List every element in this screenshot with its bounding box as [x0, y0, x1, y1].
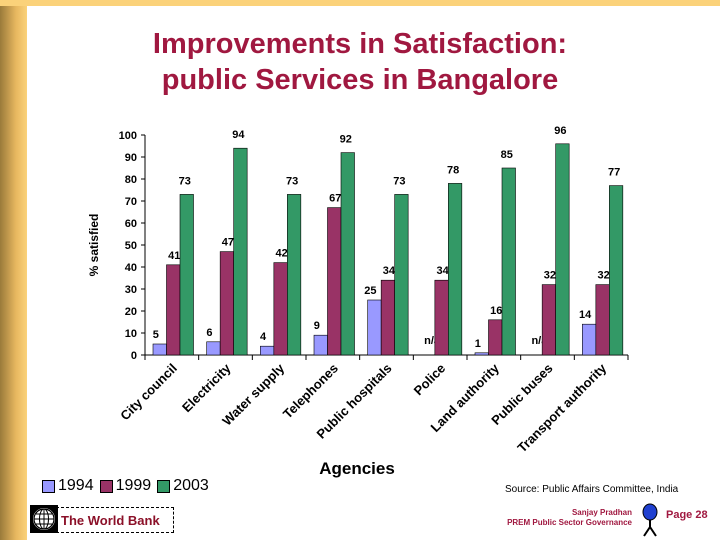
data-label: 14	[579, 309, 592, 321]
bar-1999	[327, 207, 342, 356]
bar-2003	[609, 185, 624, 356]
data-label: 94	[232, 129, 245, 141]
bar-1994	[260, 345, 275, 356]
bar-1999	[541, 284, 556, 356]
data-label: 73	[179, 175, 191, 187]
bar-1999	[273, 262, 288, 356]
bar-1994	[582, 323, 597, 356]
y-tick-label: 100	[119, 130, 137, 142]
bar-1994	[313, 334, 328, 356]
world-bank-logo: The World Bank	[30, 505, 174, 533]
slide-title: Improvements in Satisfaction: public Ser…	[60, 26, 660, 98]
author-block: Sanjay Pradhan PREM Public Sector Govern…	[470, 508, 632, 528]
bar-2003	[340, 152, 355, 356]
bar-2003	[394, 194, 409, 356]
data-label: 25	[364, 285, 376, 297]
bar-1994	[206, 341, 221, 356]
x-category-label: Police	[411, 361, 449, 399]
bar-2003	[501, 167, 516, 356]
bar-1999	[219, 251, 234, 356]
data-label: 85	[501, 149, 513, 161]
data-label: 47	[222, 237, 234, 249]
x-category-label: Transport authority	[514, 360, 609, 455]
left-decorative-bar	[0, 0, 27, 540]
data-label: 6	[206, 327, 212, 339]
bar-1999	[595, 284, 610, 356]
bar-2003	[179, 194, 194, 356]
x-category-label: Electricity	[179, 360, 234, 415]
y-axis-label: % satisfied	[87, 214, 101, 277]
legend-swatch-1994	[42, 479, 55, 493]
data-label: 42	[275, 248, 287, 260]
author-unit: PREM Public Sector Governance	[507, 518, 632, 527]
bar-1999	[434, 279, 449, 356]
legend-label: 2003	[173, 477, 209, 494]
title-line-1: Improvements in Satisfaction:	[152, 28, 568, 60]
bar-2003	[287, 194, 302, 356]
y-tick-label: 90	[125, 152, 137, 164]
data-label: 9	[314, 320, 320, 332]
y-tick-label: 40	[125, 262, 137, 274]
y-tick-label: 10	[125, 328, 137, 340]
data-label: 4	[260, 331, 267, 343]
data-label: 92	[340, 134, 352, 146]
page-number: Page 28	[666, 509, 708, 521]
top-decorative-bar	[0, 0, 720, 6]
data-label: 34	[383, 265, 396, 277]
y-tick-label: 70	[125, 196, 137, 208]
x-category-label: City council	[117, 361, 180, 424]
bar-2003	[233, 147, 248, 356]
figure-balloon-icon	[642, 503, 658, 537]
y-tick-label: 0	[131, 350, 137, 362]
data-label: 73	[393, 175, 405, 187]
legend: 1994 1999 2003	[42, 477, 215, 495]
y-tick-label: 80	[125, 174, 137, 186]
bar-1994	[152, 343, 167, 356]
data-label: 5	[153, 329, 159, 341]
bar-1994	[367, 299, 382, 356]
source-note: Source: Public Affairs Committee, India	[505, 484, 679, 495]
y-tick-label: 60	[125, 218, 137, 230]
x-axis-label: Agencies	[319, 459, 395, 478]
title-line-2: public Services in Bangalore	[161, 64, 559, 96]
data-label: 77	[608, 167, 620, 179]
data-label: 78	[447, 164, 459, 176]
bar-2003	[448, 183, 463, 356]
y-tick-label: 20	[125, 306, 137, 318]
data-label: 32	[544, 270, 556, 282]
legend-label: 1994	[58, 477, 94, 494]
bar-1999	[488, 319, 503, 356]
y-tick-label: 50	[125, 240, 137, 252]
data-label: 41	[168, 250, 180, 262]
org-name: The World Bank	[61, 512, 160, 528]
data-label: 32	[597, 270, 609, 282]
legend-label: 1999	[115, 477, 152, 494]
data-label: 34	[436, 265, 449, 277]
bar-1999	[166, 264, 181, 356]
data-label: 16	[490, 305, 502, 317]
bar-1999	[380, 279, 395, 356]
author-name: Sanjay Pradhan	[571, 508, 632, 517]
y-tick-label: 30	[125, 284, 137, 296]
legend-swatch-2003	[157, 479, 171, 493]
legend-swatch-1999	[99, 479, 113, 493]
data-label: 73	[286, 175, 298, 187]
data-label: 67	[329, 193, 341, 205]
globe-icon	[30, 505, 58, 533]
data-label: 1	[475, 338, 481, 350]
bar-2003	[555, 143, 570, 356]
bar-1994	[474, 352, 489, 356]
data-label: 96	[554, 125, 566, 137]
